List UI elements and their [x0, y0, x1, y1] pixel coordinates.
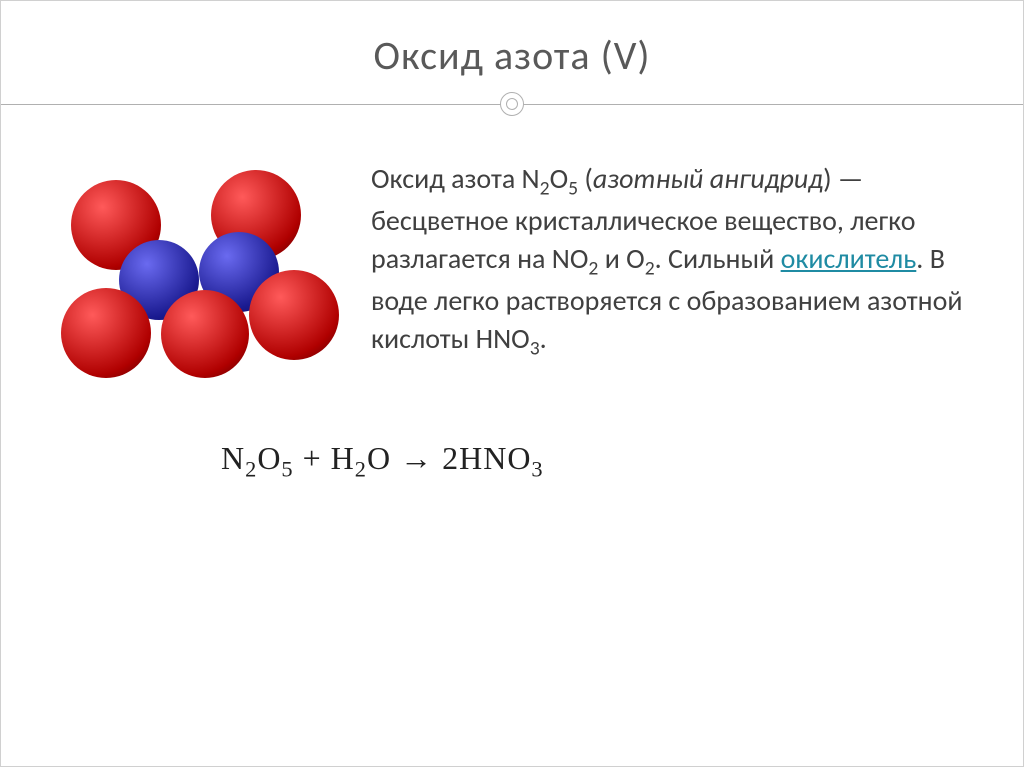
eq-fragment: O — [257, 440, 281, 476]
description-text: Оксид азота N2O5 (азотный ангидрид) — бе… — [371, 160, 963, 368]
title-area: Оксид азота (V) — [61, 31, 963, 80]
oxidizer-link[interactable]: окислитель — [781, 241, 917, 276]
subscript: 3 — [530, 336, 540, 360]
slide-title: Оксид азота (V) — [61, 31, 963, 80]
text-fragment: . — [540, 321, 547, 356]
eq-subscript: 2 — [355, 456, 367, 481]
divider-ornament-inner — [506, 98, 518, 110]
text-fragment: и O — [598, 241, 644, 276]
description-paragraph: Оксид азота N2O5 (азотный ангидрид) — бе… — [371, 160, 963, 362]
slide-frame: Оксид азота (V) Оксид азота N2O5 (азотны… — [0, 0, 1024, 767]
atom-sphere — [249, 270, 339, 360]
italic-term: азотный ангидрид — [593, 161, 823, 196]
subscript: 2 — [645, 256, 655, 280]
subscript: 2 — [588, 256, 598, 280]
title-divider — [61, 92, 963, 120]
eq-fragment: N — [221, 440, 245, 476]
eq-subscript: 3 — [531, 456, 543, 481]
text-fragment: . Сильный — [655, 241, 781, 276]
content-row: Оксид азота N2O5 (азотный ангидрид) — бе… — [61, 160, 963, 390]
atom-sphere — [161, 290, 249, 378]
eq-fragment: O → 2HNO — [367, 440, 531, 476]
eq-subscript: 2 — [245, 456, 257, 481]
text-fragment: O — [550, 161, 569, 196]
eq-subscript: 5 — [281, 456, 293, 481]
text-fragment: ( — [578, 161, 593, 196]
subscript: 5 — [568, 177, 578, 201]
chemical-equation: N2O5 + H2O → 2HNO3 — [221, 440, 963, 482]
divider-ornament — [500, 92, 524, 116]
eq-fragment: + H — [294, 440, 355, 476]
text-fragment: Оксид азота N — [371, 161, 540, 196]
subscript: 2 — [540, 177, 550, 201]
atom-sphere — [61, 288, 151, 378]
molecule-model — [61, 170, 341, 390]
